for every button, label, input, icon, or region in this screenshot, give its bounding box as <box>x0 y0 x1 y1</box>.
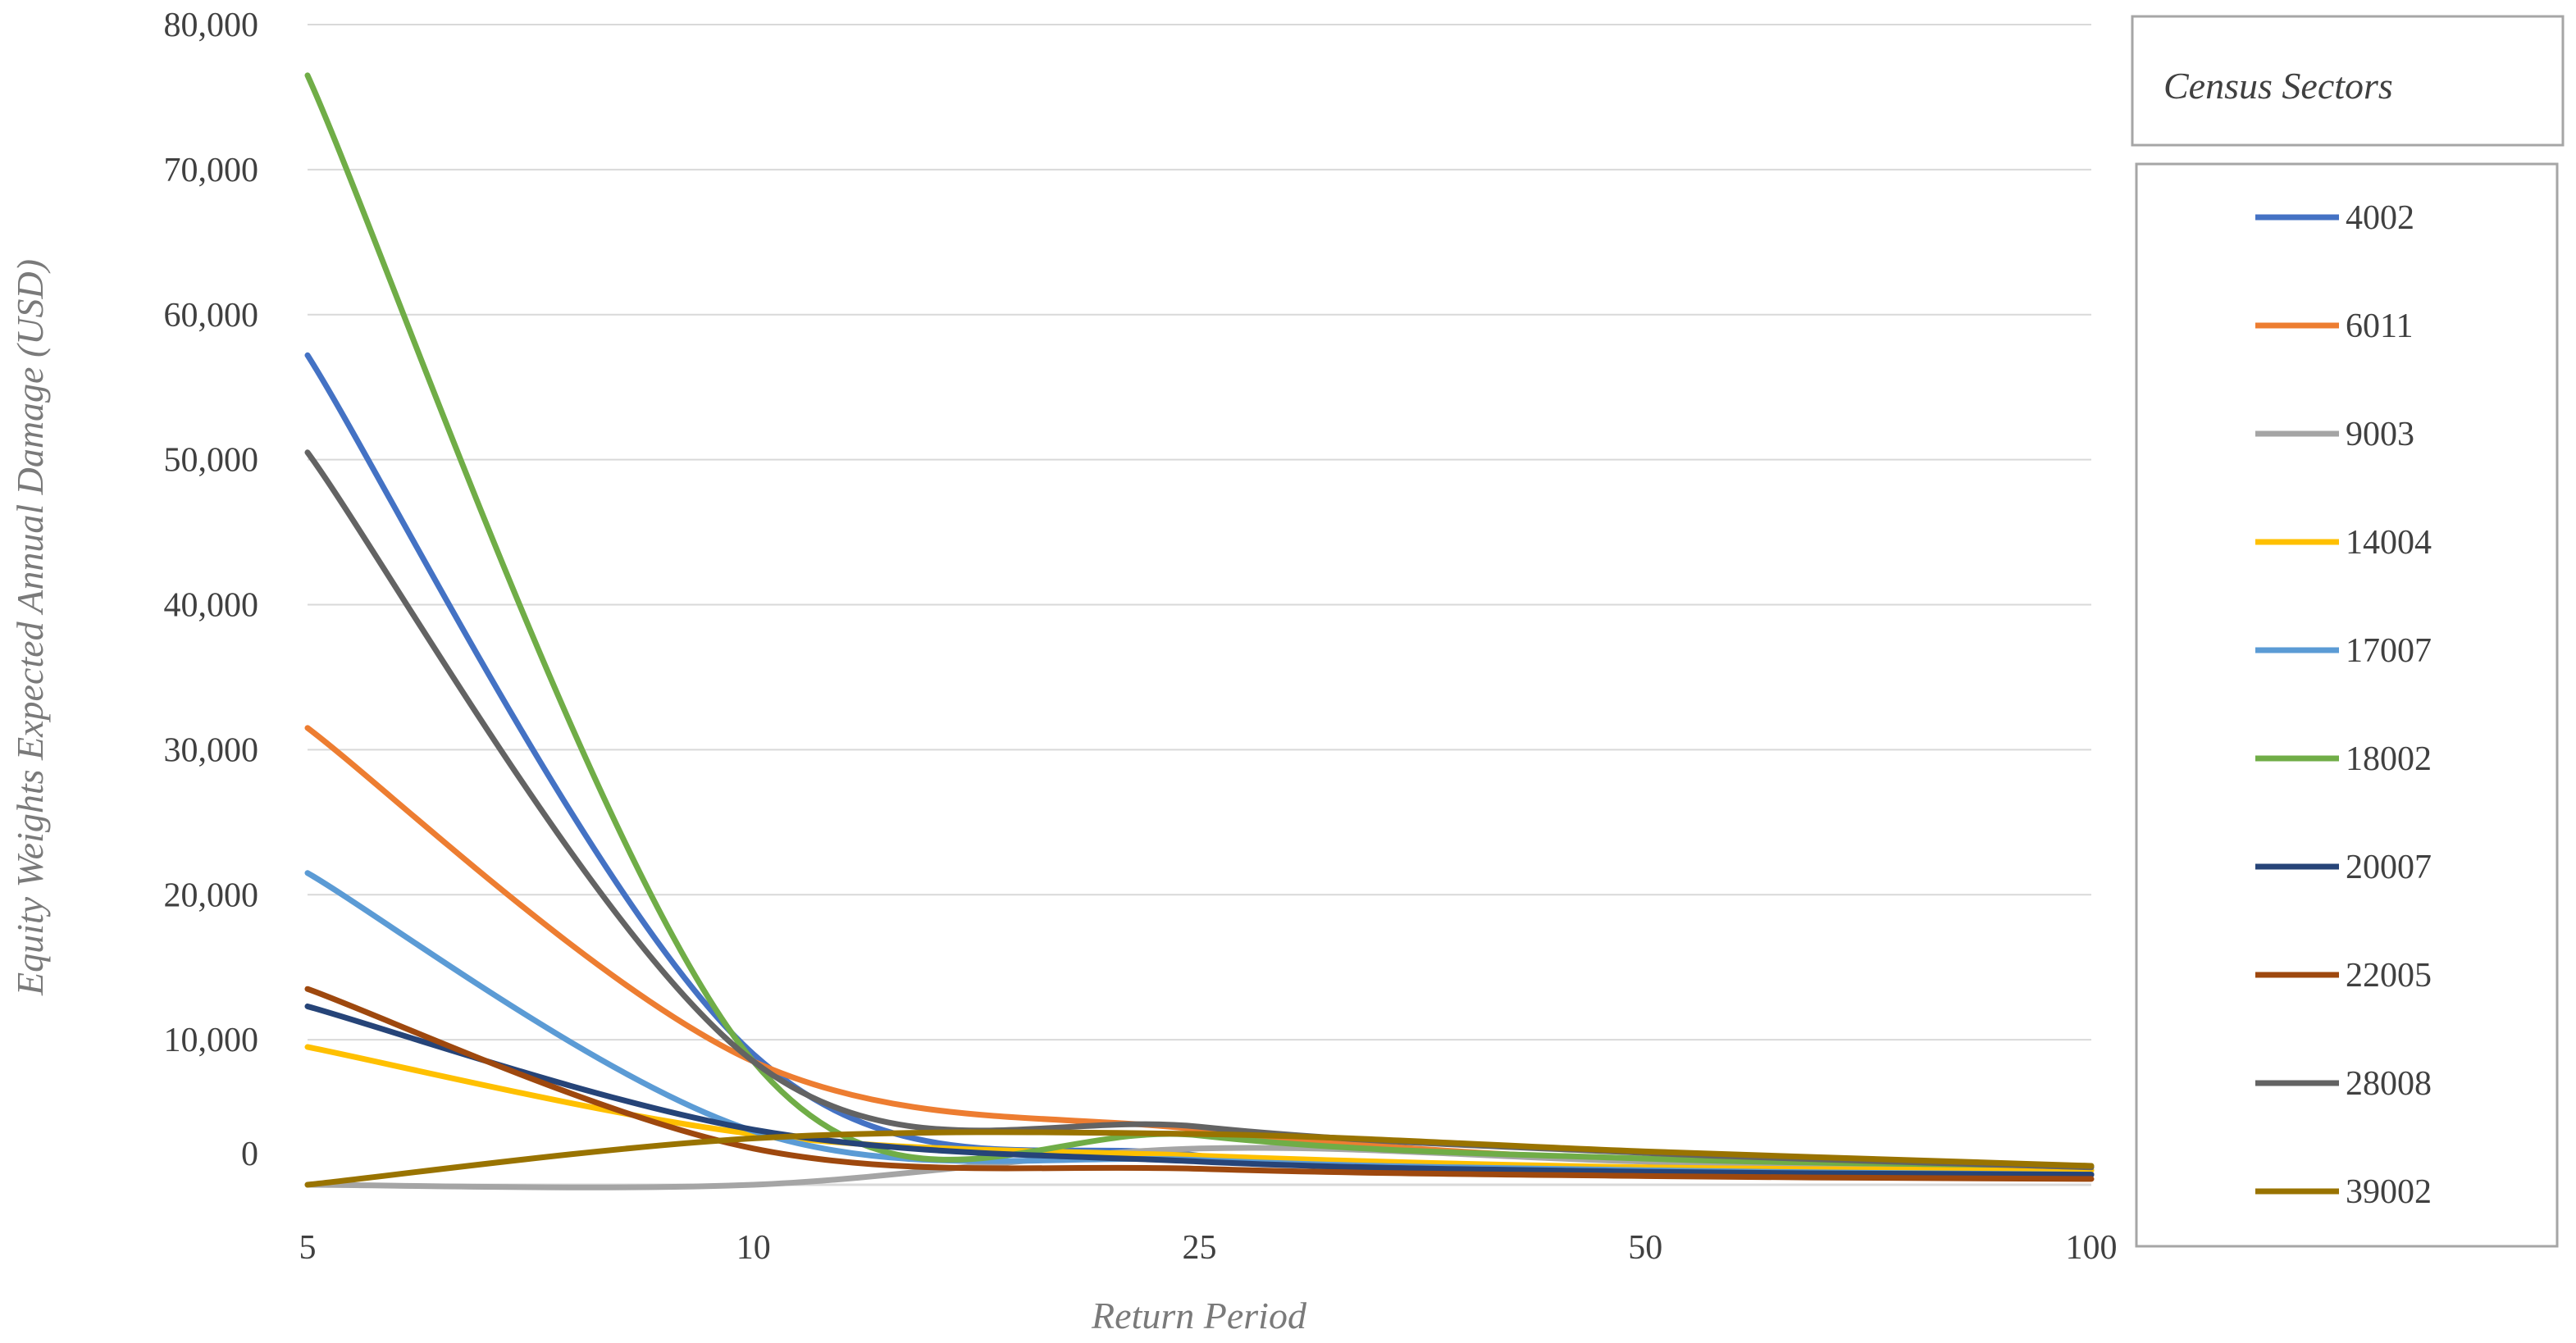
legend-label-39002: 39002 <box>2346 1173 2432 1211</box>
legend-label-20007: 20007 <box>2346 849 2432 886</box>
x-axis-title: Return Period <box>1091 1295 1307 1336</box>
y-tick-label: 30,000 <box>164 731 259 769</box>
series-line-6011 <box>304 725 2095 1178</box>
series-line-20007 <box>304 1003 2095 1178</box>
legend-label-22005: 22005 <box>2346 957 2432 995</box>
legend-title-box <box>2131 15 2565 147</box>
legend-title: Census Sectors <box>2163 65 2393 107</box>
y-axis-title: Equity Weights Expected Annual Damage (U… <box>9 259 51 996</box>
x-tick-label: 10 <box>736 1229 771 1267</box>
legend-label-18002: 18002 <box>2346 740 2432 778</box>
legend-label-28008: 28008 <box>2346 1065 2432 1103</box>
x-axis-tick-labels: 5 10 25 50 100 <box>299 1229 2118 1267</box>
grid-lines <box>308 24 2091 1041</box>
x-tick-label: 5 <box>299 1229 317 1267</box>
legend-label-4002: 4002 <box>2346 199 2414 237</box>
series-line-39002 <box>304 1129 2095 1188</box>
legend-label-17007: 17007 <box>2346 632 2432 670</box>
y-tick-label: 0 <box>241 1136 258 1173</box>
legend-box <box>2135 162 2559 1248</box>
y-tick-label: 60,000 <box>164 297 259 335</box>
y-tick-label: 20,000 <box>164 876 259 914</box>
y-tick-label: 40,000 <box>164 587 259 625</box>
series-line-4002 <box>304 352 2095 1178</box>
series-line-22005 <box>304 986 2095 1182</box>
series-line-28008 <box>304 449 2095 1171</box>
series-line-18002 <box>304 72 2095 1169</box>
y-tick-label: 10,000 <box>164 1022 259 1059</box>
legend-label-9003: 9003 <box>2346 416 2414 453</box>
legend: 4002 6011 9003 14004 17007 18002 20007 22005 280… <box>2255 199 2432 1211</box>
legend-label-6011: 6011 <box>2346 307 2413 345</box>
x-tick-label: 50 <box>1628 1229 1662 1267</box>
legend-label-14004: 14004 <box>2346 524 2432 562</box>
y-tick-label: 50,000 <box>164 442 259 480</box>
x-tick-label: 100 <box>2066 1229 2118 1267</box>
y-axis-tick-labels: 80,000 70,000 60,000 50,000 40,000 30,000 20,0… <box>164 7 259 1173</box>
series-line-14004 <box>304 1044 2095 1173</box>
y-tick-label: 70,000 <box>164 152 259 189</box>
x-tick-label: 25 <box>1183 1229 1217 1267</box>
y-tick-label: 80,000 <box>164 7 259 44</box>
series-lines <box>304 72 2095 1190</box>
